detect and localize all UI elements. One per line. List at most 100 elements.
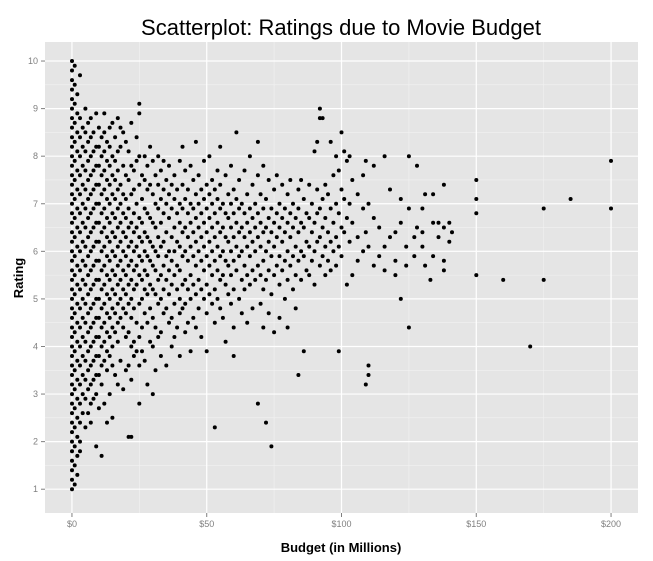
data-point <box>121 287 126 292</box>
data-point <box>150 344 155 349</box>
data-point <box>193 325 198 330</box>
data-point <box>72 158 77 163</box>
data-point <box>215 244 220 249</box>
data-point <box>70 277 74 282</box>
data-point <box>148 306 153 311</box>
data-point <box>212 320 217 325</box>
data-point <box>91 301 96 306</box>
data-point <box>105 197 109 201</box>
data-point <box>70 59 74 63</box>
data-point <box>161 211 166 216</box>
y-tick-label: 8 <box>33 151 38 161</box>
data-point <box>296 206 301 211</box>
data-point <box>242 263 247 268</box>
data-point <box>70 135 74 140</box>
data-point <box>320 254 325 259</box>
data-point <box>334 154 339 159</box>
data-point <box>80 354 85 358</box>
data-point <box>277 225 282 230</box>
data-point <box>75 168 80 173</box>
data-point <box>315 139 320 144</box>
data-point <box>83 263 88 268</box>
data-point <box>72 178 77 182</box>
data-point <box>161 239 166 244</box>
data-point <box>272 187 277 192</box>
data-point <box>83 168 88 173</box>
data-point <box>72 235 77 240</box>
data-point <box>269 230 274 235</box>
data-point <box>80 296 85 301</box>
data-point <box>191 282 196 287</box>
data-point <box>164 363 169 368</box>
data-point <box>78 363 82 368</box>
data-point <box>102 206 107 211</box>
data-point <box>118 358 123 363</box>
data-point <box>123 311 128 316</box>
data-point <box>328 268 333 273</box>
data-point <box>91 339 96 344</box>
data-point <box>88 211 93 216</box>
data-point <box>70 87 74 92</box>
data-point <box>363 230 368 235</box>
data-point <box>436 220 441 225</box>
data-point <box>83 425 88 430</box>
data-point <box>223 211 228 216</box>
data-point <box>88 173 93 178</box>
data-point <box>96 354 101 358</box>
data-point <box>193 263 198 268</box>
data-point <box>188 201 193 206</box>
data-point <box>323 273 328 278</box>
data-point <box>342 197 347 201</box>
data-point <box>172 173 177 178</box>
data-point <box>105 158 109 163</box>
data-point <box>183 277 188 282</box>
data-point <box>105 292 109 297</box>
data-point <box>72 216 77 220</box>
data-point <box>296 373 301 377</box>
data-point <box>70 287 74 292</box>
data-point <box>363 382 368 387</box>
data-point <box>78 325 82 330</box>
data-point <box>83 339 88 344</box>
data-point <box>169 344 174 349</box>
data-point <box>121 163 126 168</box>
data-point <box>72 349 77 354</box>
data-point <box>245 320 250 325</box>
data-point <box>140 258 144 263</box>
data-point <box>274 211 279 216</box>
data-point <box>113 292 118 297</box>
data-point <box>185 320 190 325</box>
data-point <box>113 330 118 335</box>
data-point <box>237 206 242 211</box>
y-tick-label: 6 <box>33 246 38 256</box>
data-point <box>70 125 74 130</box>
data-point <box>167 320 171 325</box>
data-point <box>339 187 344 192</box>
data-point <box>96 201 101 206</box>
data-point <box>126 363 131 368</box>
data-point <box>237 254 242 259</box>
data-point <box>282 258 287 263</box>
data-point <box>75 415 80 420</box>
data-point <box>70 154 74 159</box>
data-point <box>180 182 185 187</box>
data-point <box>107 335 112 339</box>
data-point <box>199 287 204 292</box>
data-point <box>134 225 139 230</box>
data-point <box>70 401 74 406</box>
data-point <box>320 197 325 201</box>
data-point <box>80 239 85 244</box>
data-point <box>415 163 419 168</box>
data-point <box>296 230 301 235</box>
data-point <box>288 178 293 182</box>
data-point <box>78 420 82 425</box>
data-point <box>223 173 228 178</box>
data-point <box>234 268 239 273</box>
data-point <box>342 230 347 235</box>
data-point <box>70 258 74 263</box>
data-point <box>78 401 82 406</box>
data-point <box>86 120 91 125</box>
data-point <box>202 296 206 301</box>
data-point <box>339 254 344 259</box>
data-point <box>220 273 225 278</box>
